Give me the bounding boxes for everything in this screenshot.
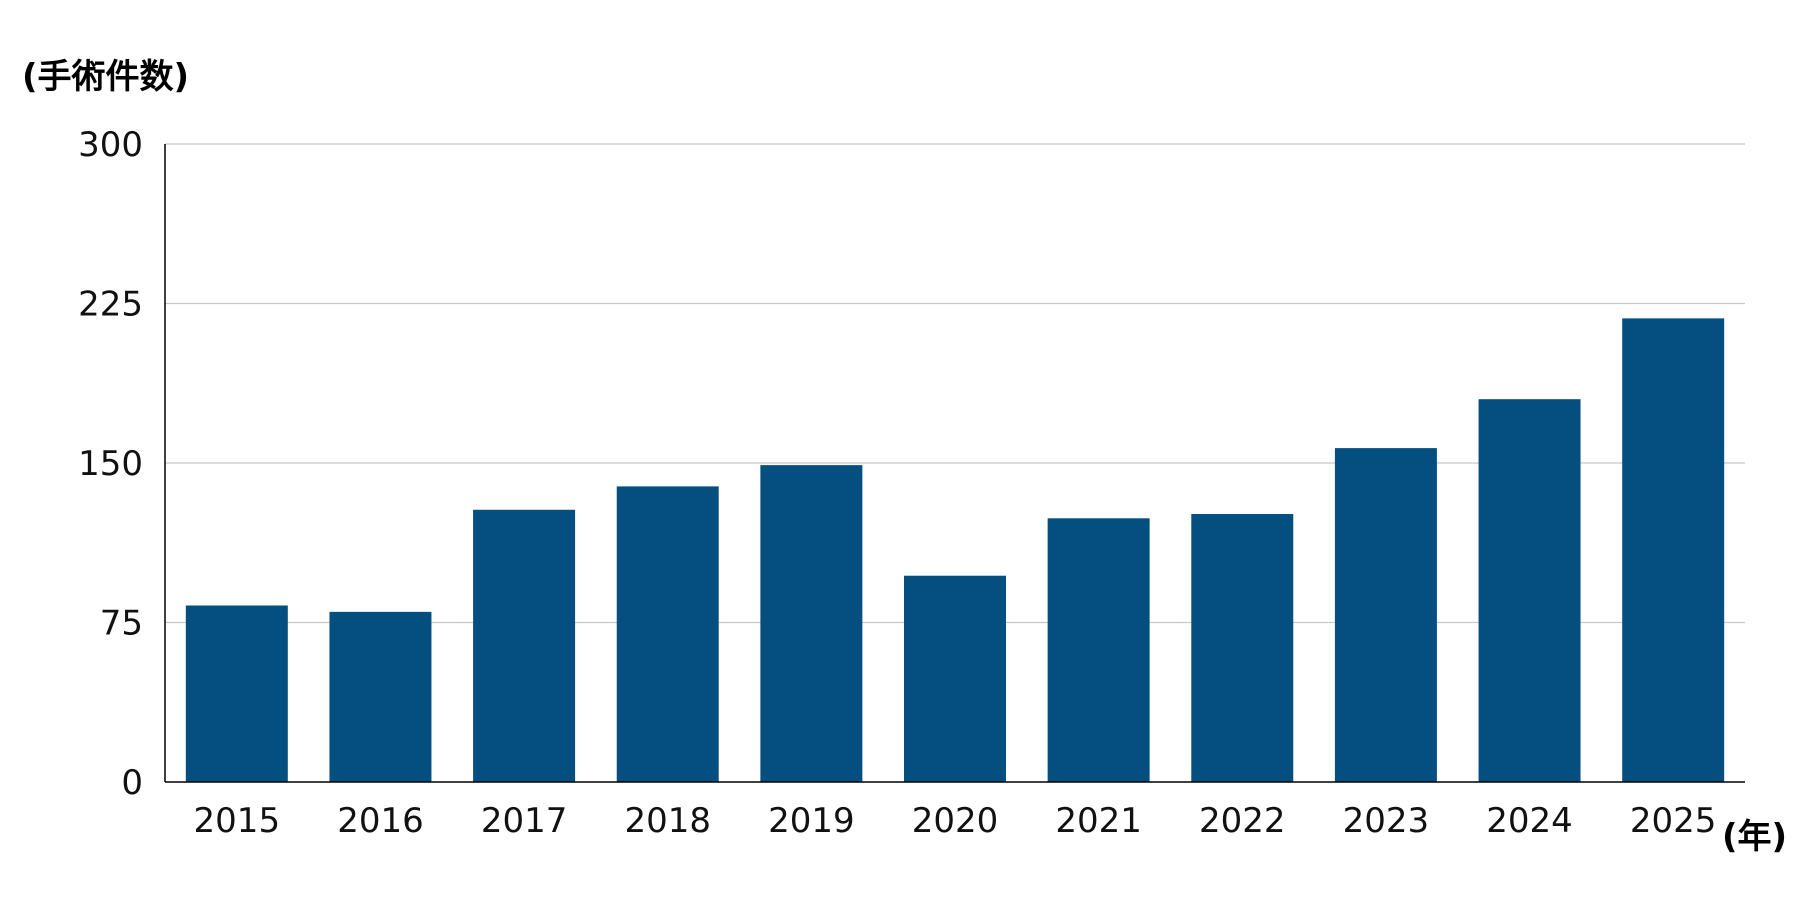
y-axis-label: (手術件数) [22, 57, 189, 97]
x-tick-label: 2023 [1343, 801, 1430, 841]
x-tick-label: 2017 [481, 801, 568, 841]
x-tick-label: 2019 [768, 801, 855, 841]
x-tick-label: 2020 [912, 801, 999, 841]
x-tick-label: 2021 [1055, 801, 1142, 841]
bars [185, 318, 1725, 782]
bar-2015 [185, 605, 288, 782]
bar-2019 [760, 465, 863, 782]
y-tick-label: 150 [78, 444, 143, 484]
y-tick-label: 225 [78, 285, 143, 325]
x-tick-label: 2022 [1199, 801, 1286, 841]
bar-2021 [1047, 518, 1150, 782]
y-tick-label: 75 [100, 604, 143, 644]
bar-2023 [1334, 448, 1437, 782]
bar-2022 [1191, 514, 1294, 782]
x-tick-label: 2015 [194, 801, 281, 841]
y-tick-label: 0 [121, 763, 143, 803]
x-axis-label: (年) [1722, 817, 1787, 857]
x-tick-label: 2024 [1486, 801, 1573, 841]
x-tick-label: 2025 [1630, 801, 1717, 841]
x-tick-label: 2016 [337, 801, 424, 841]
x-axis-ticks: 2015 2016 2017 2018 2019 2020 2021 2022 2023 2024… [194, 801, 1717, 841]
bar-2017 [473, 509, 576, 782]
x-tick-label: 2018 [624, 801, 711, 841]
bar-2020 [904, 575, 1006, 782]
bar-2024 [1478, 399, 1581, 782]
y-axis-ticks: 0 75 150 225 300 [78, 125, 143, 803]
bar-2018 [616, 486, 719, 782]
bar-2016 [329, 611, 432, 782]
y-tick-label: 300 [78, 125, 143, 165]
bar-2025 [1622, 318, 1725, 782]
